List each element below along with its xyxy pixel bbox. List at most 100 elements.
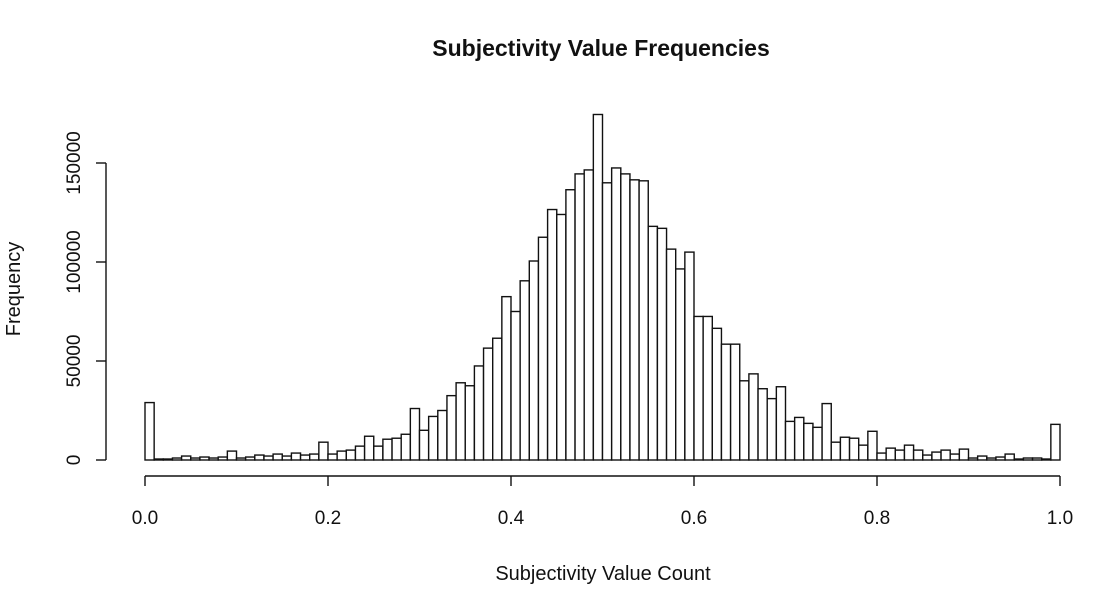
bar-9: [226, 450, 238, 461]
bar-80: [876, 452, 887, 461]
bar-65: [739, 380, 750, 461]
bar-70: [784, 420, 796, 461]
bar-2: [162, 458, 174, 461]
bar-11: [244, 456, 256, 461]
bar-56: [656, 227, 668, 461]
bar-21: [336, 450, 347, 461]
bar-46: [565, 189, 576, 461]
bar-85: [922, 454, 933, 461]
bar-30: [418, 429, 430, 461]
bar-67: [757, 388, 768, 461]
bar-10: [235, 457, 247, 461]
y-tick-label-0: 0: [64, 455, 85, 466]
chart-title: Subjectivity Value Frequencies: [432, 35, 769, 61]
bar-81: [885, 447, 897, 461]
bar-25: [373, 445, 384, 461]
bar-26: [382, 438, 393, 461]
bar-77: [848, 437, 860, 461]
bar-71: [793, 416, 805, 461]
bar-76: [839, 436, 851, 461]
bar-15: [281, 455, 293, 461]
bar-82: [894, 449, 906, 461]
bar-97: [1031, 457, 1043, 461]
bar-52: [620, 173, 631, 461]
bar-48: [583, 169, 595, 461]
bar-75: [830, 441, 842, 461]
bar-17: [299, 454, 311, 461]
bar-61: [702, 315, 714, 461]
bar-99: [1050, 423, 1061, 461]
bars-group: [144, 113, 1061, 461]
x-tick-label-3: 0.6: [681, 508, 707, 529]
bar-1: [153, 458, 164, 461]
bar-60: [693, 315, 704, 461]
bar-14: [272, 453, 283, 461]
bar-20: [327, 453, 338, 461]
bar-0: [144, 401, 155, 461]
bar-88: [949, 453, 961, 461]
x-tick-label-4: 0.8: [864, 508, 890, 529]
bar-40: [510, 310, 521, 461]
bar-53: [629, 179, 640, 461]
bar-36: [473, 365, 485, 461]
bar-78: [858, 444, 869, 461]
bar-72: [803, 422, 814, 461]
x-tick-label-0: 0.0: [132, 508, 158, 529]
bar-87: [940, 449, 951, 461]
bar-63: [720, 343, 732, 461]
bar-43: [537, 236, 549, 461]
bar-47: [574, 173, 585, 461]
bar-69: [775, 386, 787, 461]
bar-35: [464, 385, 476, 461]
bar-84: [912, 449, 924, 461]
bar-59: [684, 251, 695, 461]
bar-57: [665, 248, 677, 461]
bar-58: [675, 268, 686, 461]
y-axis: 0 50000 100000 150000: [64, 131, 107, 466]
bar-39: [501, 295, 512, 461]
bar-51: [610, 167, 622, 461]
bar-6: [199, 456, 210, 461]
bar-23: [354, 445, 366, 461]
bar-33: [446, 394, 457, 461]
x-axis-label: Subjectivity Value Count: [495, 563, 711, 585]
bar-19: [318, 441, 329, 461]
bar-7: [208, 457, 219, 461]
bar-45: [556, 213, 567, 461]
bar-28: [400, 433, 412, 461]
bar-62: [711, 327, 723, 461]
bar-31: [427, 415, 439, 461]
y-axis-label: Frequency: [3, 242, 25, 337]
bar-34: [455, 382, 466, 461]
bar-89: [958, 448, 970, 461]
bar-41: [519, 280, 531, 461]
bar-91: [976, 455, 988, 461]
bar-96: [1022, 457, 1034, 461]
y-tick-label-2: 100000: [64, 230, 85, 293]
bar-37: [482, 347, 494, 461]
bar-66: [748, 373, 759, 461]
y-tick-label-1: 50000: [64, 335, 85, 388]
bar-68: [766, 397, 778, 461]
bar-98: [1040, 458, 1052, 461]
bar-24: [363, 435, 375, 461]
bar-94: [1004, 453, 1015, 461]
bar-49: [592, 113, 604, 461]
y-tick-label-3: 150000: [64, 131, 85, 194]
bar-64: [729, 343, 741, 461]
bar-4: [180, 455, 192, 461]
bar-92: [986, 457, 997, 461]
bar-44: [546, 208, 558, 461]
bar-22: [345, 449, 357, 461]
bar-3: [171, 457, 183, 461]
bar-50: [601, 182, 613, 461]
bar-90: [967, 457, 979, 461]
bar-86: [931, 451, 942, 461]
bar-95: [1013, 458, 1025, 461]
bar-93: [995, 456, 1006, 461]
bar-54: [638, 180, 649, 461]
x-tick-label-2: 0.4: [498, 508, 525, 529]
x-tick-label-5: 1.0: [1047, 508, 1073, 529]
bar-83: [903, 444, 915, 461]
